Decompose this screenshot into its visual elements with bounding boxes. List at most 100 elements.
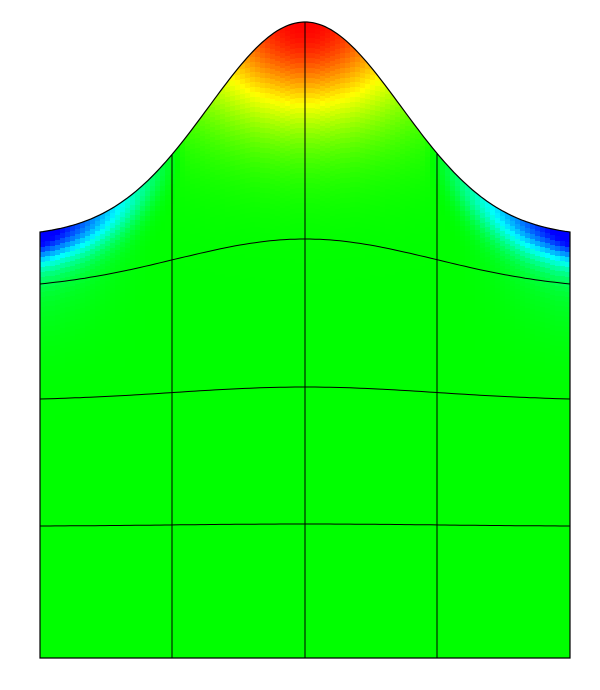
field-tile — [510, 271, 516, 277]
field-tile — [70, 256, 76, 262]
field-tile — [405, 216, 411, 222]
field-tile — [470, 200, 476, 206]
field-tile — [400, 189, 406, 195]
field-tile — [405, 176, 411, 182]
field-tile — [565, 412, 570, 418]
field-tile — [90, 364, 96, 370]
field-tile — [120, 232, 126, 238]
field-tile — [210, 112, 216, 118]
field-tile — [315, 69, 321, 75]
field-tile — [285, 191, 291, 197]
field-tile — [555, 291, 561, 297]
field-tile — [50, 366, 56, 372]
field-tile — [285, 156, 291, 162]
field-tile — [280, 28, 286, 34]
field-tile — [75, 344, 81, 350]
field-tile — [170, 209, 176, 215]
field-tile — [120, 302, 126, 308]
field-tile — [340, 88, 346, 94]
field-tile — [495, 333, 501, 339]
field-tile — [230, 196, 236, 202]
field-tile — [210, 152, 216, 158]
field-tile — [260, 273, 266, 279]
field-tile — [320, 61, 326, 67]
field-tile — [355, 227, 361, 233]
field-tile — [265, 278, 271, 284]
field-tile — [275, 146, 281, 152]
field-tile — [205, 174, 211, 180]
field-tile — [440, 220, 446, 226]
field-tile — [240, 79, 246, 85]
field-tile — [515, 299, 521, 305]
field-tile — [210, 267, 216, 273]
field-tile — [555, 236, 561, 242]
field-tile — [240, 64, 246, 70]
field-tile — [55, 295, 61, 301]
field-tile — [420, 241, 426, 247]
field-tile — [80, 333, 86, 339]
field-tile — [395, 112, 401, 118]
field-tile — [360, 243, 366, 249]
field-tile — [465, 206, 471, 212]
field-tile — [200, 196, 206, 202]
field-tile — [370, 210, 376, 216]
field-tile — [230, 166, 236, 172]
field-tile — [385, 104, 391, 110]
field-tile — [565, 267, 570, 273]
field-tile — [460, 266, 466, 272]
field-tile — [415, 139, 421, 145]
field-tile — [45, 241, 51, 247]
field-tile — [475, 300, 481, 306]
field-tile — [365, 69, 371, 75]
field-tile — [520, 316, 526, 322]
field-tile — [340, 98, 346, 104]
field-tile — [255, 62, 261, 68]
field-tile — [150, 246, 156, 252]
field-tile — [320, 201, 326, 207]
field-tile — [205, 264, 211, 270]
field-tile — [505, 249, 511, 255]
field-tile — [130, 300, 136, 306]
field-tile — [335, 54, 341, 60]
field-tile — [70, 271, 76, 277]
field-tile — [165, 225, 171, 231]
field-tile — [230, 271, 236, 277]
field-tile — [395, 197, 401, 203]
field-tile — [220, 139, 226, 145]
field-tile — [220, 214, 226, 220]
field-tile — [245, 238, 251, 244]
field-tile — [55, 340, 61, 346]
field-tile — [85, 261, 91, 267]
field-tile — [485, 237, 491, 243]
field-tile — [100, 249, 106, 255]
field-tile — [270, 219, 276, 225]
field-tile — [75, 364, 81, 370]
field-tile — [340, 153, 346, 159]
field-tile — [515, 284, 521, 290]
field-tile — [195, 133, 201, 139]
field-tile — [105, 221, 111, 227]
field-tile — [205, 139, 211, 145]
field-tile — [535, 266, 541, 272]
field-tile — [340, 193, 346, 199]
field-tile — [115, 315, 121, 321]
field-tile — [355, 57, 361, 63]
field-tile — [345, 113, 351, 119]
field-tile — [315, 119, 321, 125]
field-tile — [80, 223, 86, 229]
field-tile — [410, 128, 416, 134]
field-tile — [225, 117, 231, 123]
field-tile — [210, 137, 216, 143]
field-tile — [430, 173, 436, 179]
field-tile — [70, 231, 76, 237]
field-tile — [285, 196, 291, 202]
field-tile — [170, 249, 176, 255]
field-tile — [345, 263, 351, 269]
field-tile — [45, 416, 51, 422]
field-tile — [475, 345, 481, 351]
field-tile — [60, 373, 66, 379]
field-tile — [370, 160, 376, 166]
field-tile — [560, 386, 566, 392]
field-tile — [285, 166, 291, 172]
